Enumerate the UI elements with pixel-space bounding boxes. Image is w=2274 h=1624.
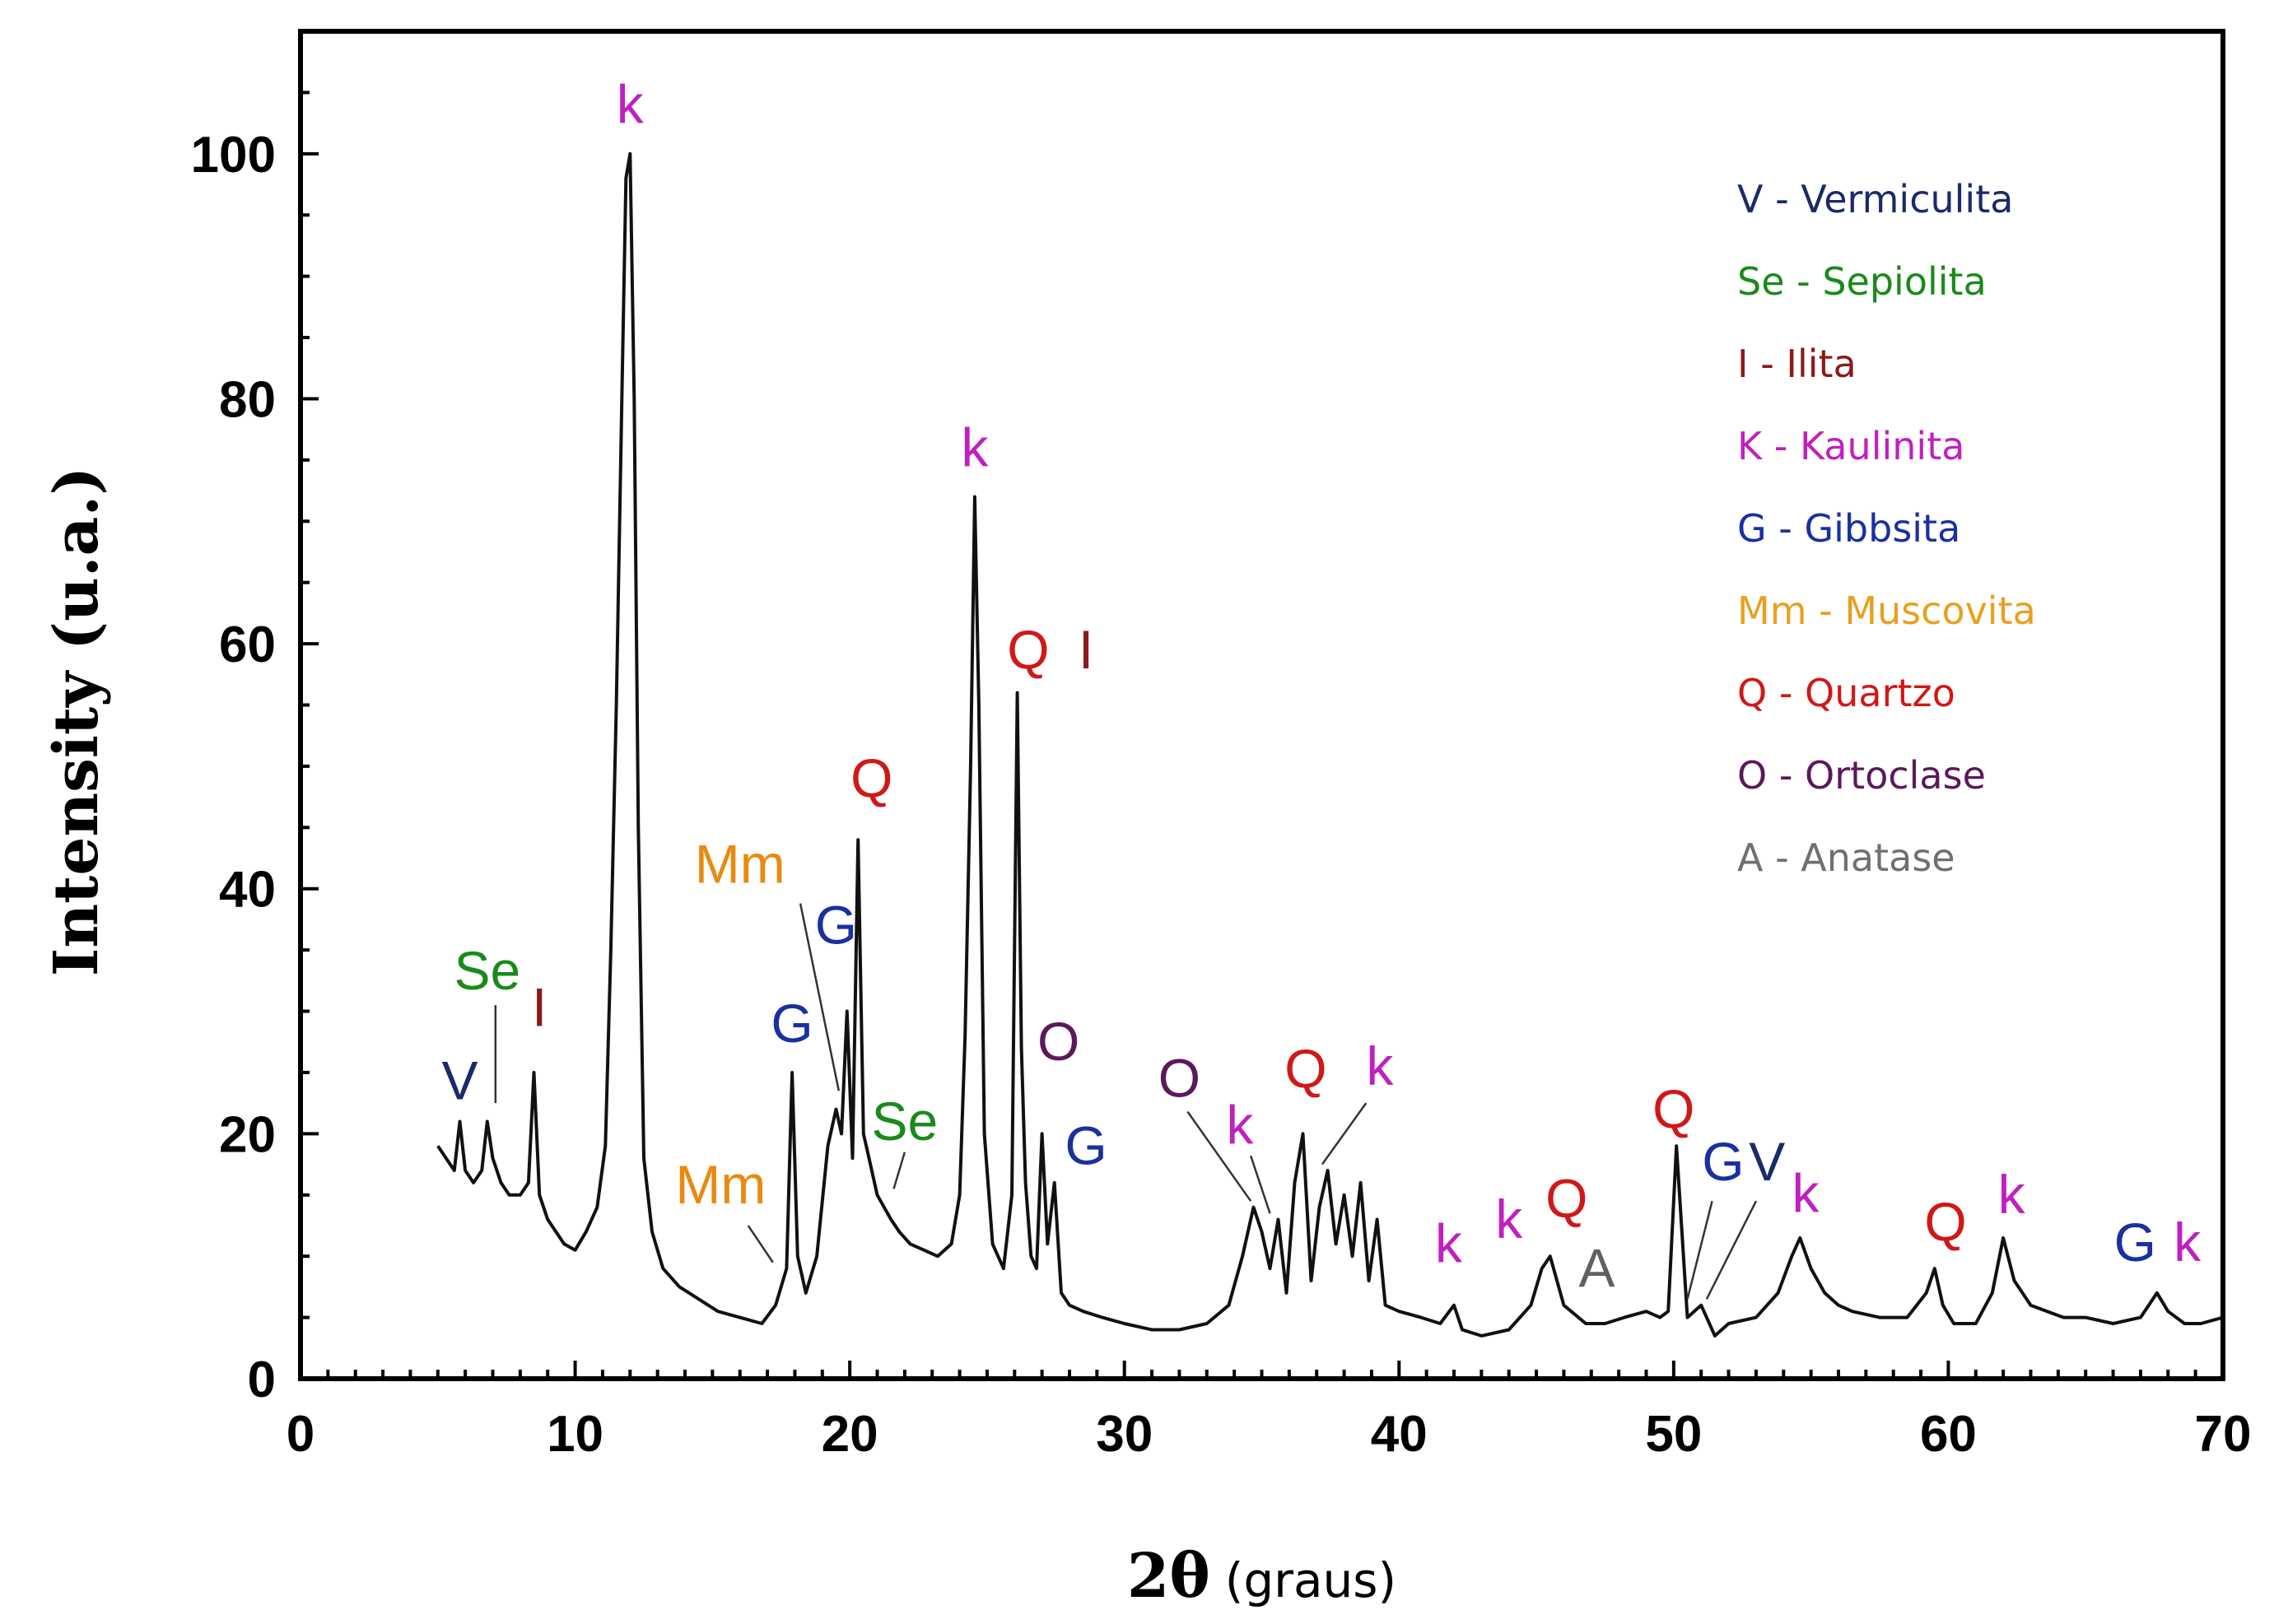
x-tick-label: 50: [1645, 1406, 1702, 1463]
peak-label: O: [1158, 1048, 1200, 1109]
x-tick-label: 70: [2195, 1406, 2252, 1463]
peak-label: Q: [1652, 1078, 1694, 1139]
peak-leader-line: [1321, 1102, 1368, 1166]
peak-leader-line: [799, 903, 841, 1091]
peak-label: Se: [871, 1091, 938, 1152]
y-tick-label: 60: [219, 617, 276, 673]
peak-leader-line: [747, 1225, 774, 1263]
legend-entry: G - Gibbsita: [1737, 506, 1960, 551]
xrd-pattern-line: [436, 151, 2224, 1338]
y-tick-label: 100: [191, 127, 276, 184]
y-tick-label: 0: [248, 1352, 276, 1408]
legend-entry: Se - Sepiolita: [1737, 259, 1987, 304]
peak-label: k: [1366, 1035, 1394, 1096]
y-tick-labels: 0 20 40 60 80 100: [191, 127, 276, 1408]
peak-leader-line: [1705, 1200, 1758, 1300]
x-tick-label: 60: [1920, 1406, 1977, 1463]
peak-label: Q: [1007, 619, 1049, 680]
peak-label: k: [1495, 1189, 1523, 1249]
y-tick-label: 20: [219, 1106, 276, 1163]
peak-label: k: [617, 74, 645, 135]
peak-label: k: [1998, 1164, 2026, 1225]
x-axis-label: 2θ (graus): [1127, 1541, 1396, 1612]
peak-leader-line: [892, 1152, 906, 1189]
x-tick-label: 10: [547, 1406, 603, 1463]
legend-entry: K - Kaulinita: [1737, 424, 1964, 468]
peak-label: I: [532, 976, 547, 1037]
peak-label: V: [1749, 1131, 1785, 1192]
x-tick-label: 20: [822, 1406, 878, 1463]
peak-label: k: [1435, 1213, 1463, 1274]
x-axis-label-main: 2θ: [1127, 1541, 1210, 1612]
y-tick-label: 80: [219, 371, 276, 428]
legend-entry: I - Ilita: [1737, 342, 1857, 386]
peak-leader-line: [1249, 1155, 1271, 1214]
legend-entry: A - Anatase: [1737, 835, 1955, 880]
peak-label: Q: [1924, 1191, 1966, 1252]
peak-label: G: [2114, 1212, 2156, 1273]
peak-label: O: [1037, 1011, 1079, 1072]
peak-label-leaders: [494, 903, 1758, 1300]
peak-label: V: [441, 1050, 478, 1111]
peak-label: I: [1079, 619, 1093, 680]
peak-label: G: [1065, 1115, 1107, 1176]
peak-label: k: [961, 416, 989, 477]
peak-leader-line: [1186, 1110, 1252, 1202]
legend-entry: Q - Quartzo: [1737, 671, 1955, 715]
legend-entry: V - Vermiculita: [1737, 177, 2013, 221]
peak-label: G: [815, 895, 857, 956]
peak-label: Q: [850, 747, 892, 808]
legend-entry: O - Ortoclase: [1737, 753, 1986, 798]
plot-frame: [298, 29, 2225, 1381]
x-tick-label: 30: [1096, 1406, 1153, 1463]
legend-entry: Mm - Muscovita: [1737, 589, 2036, 633]
x-tick-label: 0: [287, 1406, 315, 1463]
peak-label: G: [771, 993, 813, 1054]
peak-label: Mm: [695, 833, 785, 894]
x-tick-labels: 0 10 20 30 40 50 60 70: [287, 1406, 2252, 1463]
y-tick-label: 40: [219, 862, 276, 919]
legend: V - Vermiculita Se - Sepiolita I - Ilita K …: [1737, 177, 2036, 880]
peak-label: G: [1702, 1131, 1744, 1192]
peak-label: k: [1792, 1163, 1820, 1224]
peak-label: Se: [454, 940, 520, 1001]
peak-leader-line: [1686, 1200, 1713, 1300]
peak-label: Q: [1545, 1168, 1587, 1229]
peak-label: Mm: [675, 1154, 766, 1215]
x-tick-label: 40: [1371, 1406, 1428, 1463]
peak-label: Q: [1284, 1038, 1326, 1099]
y-axis-label: Intensity (u.a.): [41, 467, 112, 977]
x-axis-label-unit: (graus): [1225, 1552, 1396, 1608]
peak-label: k: [2174, 1212, 2202, 1273]
peak-label: A: [1578, 1237, 1615, 1298]
peak-label: k: [1226, 1094, 1254, 1155]
